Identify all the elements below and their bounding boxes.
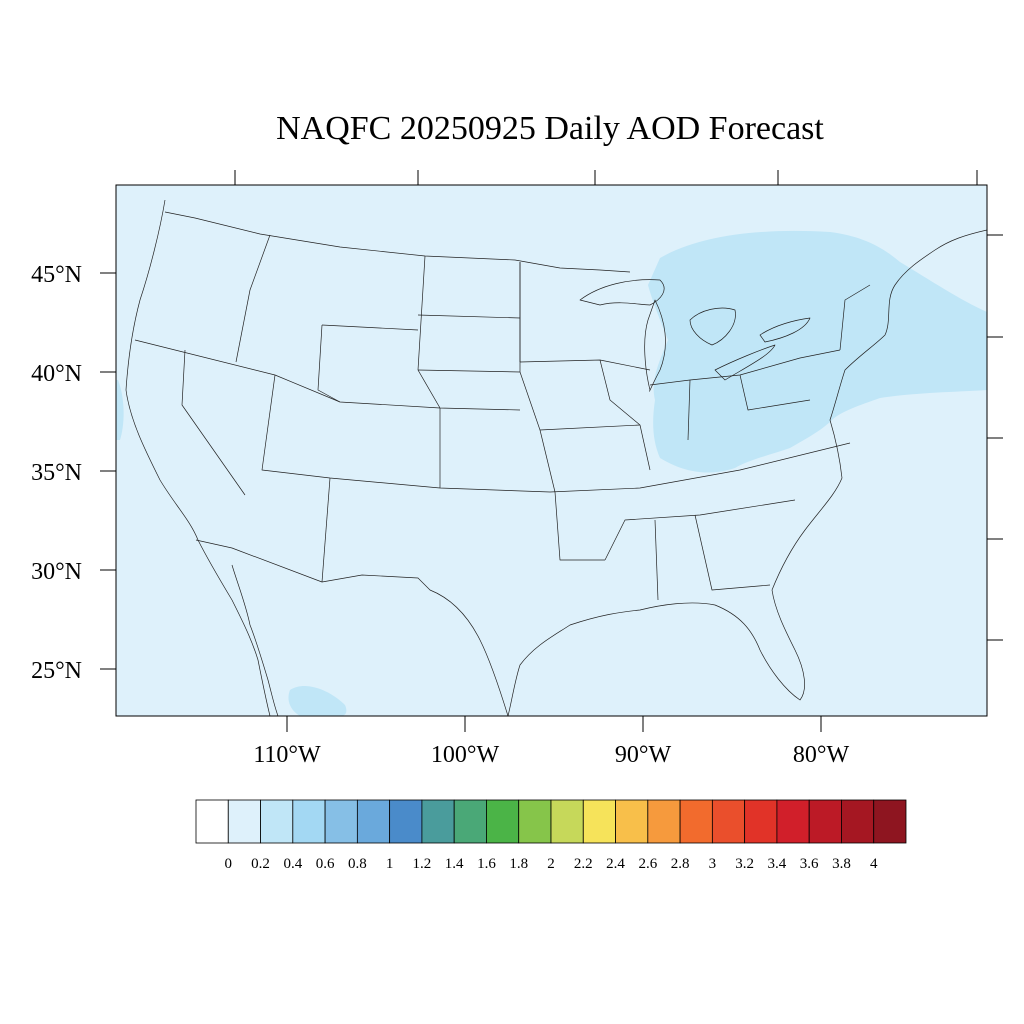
colorbar-swatch: [679, 799, 713, 844]
colorbar-tick-label: 2.2: [574, 856, 593, 872]
colorbar-swatch: [550, 799, 584, 844]
colorbar-swatch: [260, 799, 294, 844]
colorbar-tick-label: 2.6: [638, 856, 657, 872]
colorbar-swatch: [841, 799, 875, 844]
lat-label-25n: 25°N: [31, 658, 82, 684]
colorbar-tick-label: 2.8: [671, 856, 690, 872]
colorbar-tick-label: 2.4: [606, 856, 625, 872]
colorbar-tick-label: 0.8: [348, 856, 367, 872]
colorbar-swatch: [486, 799, 520, 844]
colorbar-swatch: [324, 799, 358, 844]
colorbar-swatch: [356, 799, 391, 844]
lat-label-45n: 45°N: [31, 262, 82, 288]
colorbar-swatch: [744, 799, 778, 844]
colorbar-swatch: [808, 799, 842, 844]
colorbar-tick-label: 3: [709, 856, 717, 872]
lon-label-80w: 80°W: [793, 742, 850, 768]
colorbar-swatch: [292, 799, 326, 844]
colorbar-tick-label: 0.2: [251, 856, 270, 872]
lon-label-110w: 110°W: [253, 742, 321, 768]
colorbar-swatch: [647, 799, 681, 844]
lat-label-30n: 30°N: [31, 559, 82, 585]
lat-label-35n: 35°N: [31, 460, 82, 486]
colorbar-tick-label: 1: [386, 856, 394, 872]
colorbar-swatch: [195, 799, 229, 844]
colorbar-tick-label: 1.4: [445, 856, 464, 872]
lon-label-100w: 100°W: [431, 742, 500, 768]
colorbar-labels: 0 0.2 0.4 0.6 0.8 1 1.2 1.4 1.6 1.8 2 2.2 2.4 2.6 2.8 3…: [225, 856, 878, 872]
colorbar-swatch: [615, 799, 649, 844]
colorbar-tick-label: 1.6: [477, 856, 496, 872]
colorbar-tick-label: 2: [547, 856, 555, 872]
boundaries: [125, 199, 987, 716]
plot-frame: [115, 184, 988, 717]
colorbar-swatch: [453, 799, 487, 844]
map-title: NAQFC 20250925 Daily AOD Forecast: [276, 110, 824, 147]
tick-marks: [100, 170, 1003, 732]
colorbar-tick-label: 0.6: [316, 856, 335, 872]
colorbar-swatch: [711, 799, 746, 844]
colorbar-tick-label: 3.2: [735, 856, 754, 872]
lon-label-90w: 90°W: [615, 742, 672, 768]
colorbar-tick-label: 0.4: [283, 856, 302, 872]
colorbar-tick-label: 0: [225, 856, 233, 872]
colorbar-swatch: [389, 799, 423, 844]
colorbar-swatch: [227, 799, 261, 844]
colorbar-tick-label: 4: [870, 856, 878, 872]
colorbar-swatch: [776, 799, 810, 844]
colorbar-tick-label: 1.2: [413, 856, 432, 872]
colorbar-swatch: [582, 799, 616, 844]
aod-elevated-areas: [116, 230, 987, 716]
colorbar-swatch: [873, 799, 907, 844]
colorbar-tick-label: 3.4: [768, 856, 787, 872]
colorbar-swatch: [518, 799, 552, 844]
colorbar: [195, 799, 907, 844]
colorbar-tick-label: 3.8: [832, 856, 851, 872]
lat-label-40n: 40°N: [31, 361, 82, 387]
colorbar-swatch: [421, 799, 455, 844]
colorbar-tick-label: 3.6: [800, 856, 819, 872]
colorbar-tick-label: 1.8: [509, 856, 528, 872]
